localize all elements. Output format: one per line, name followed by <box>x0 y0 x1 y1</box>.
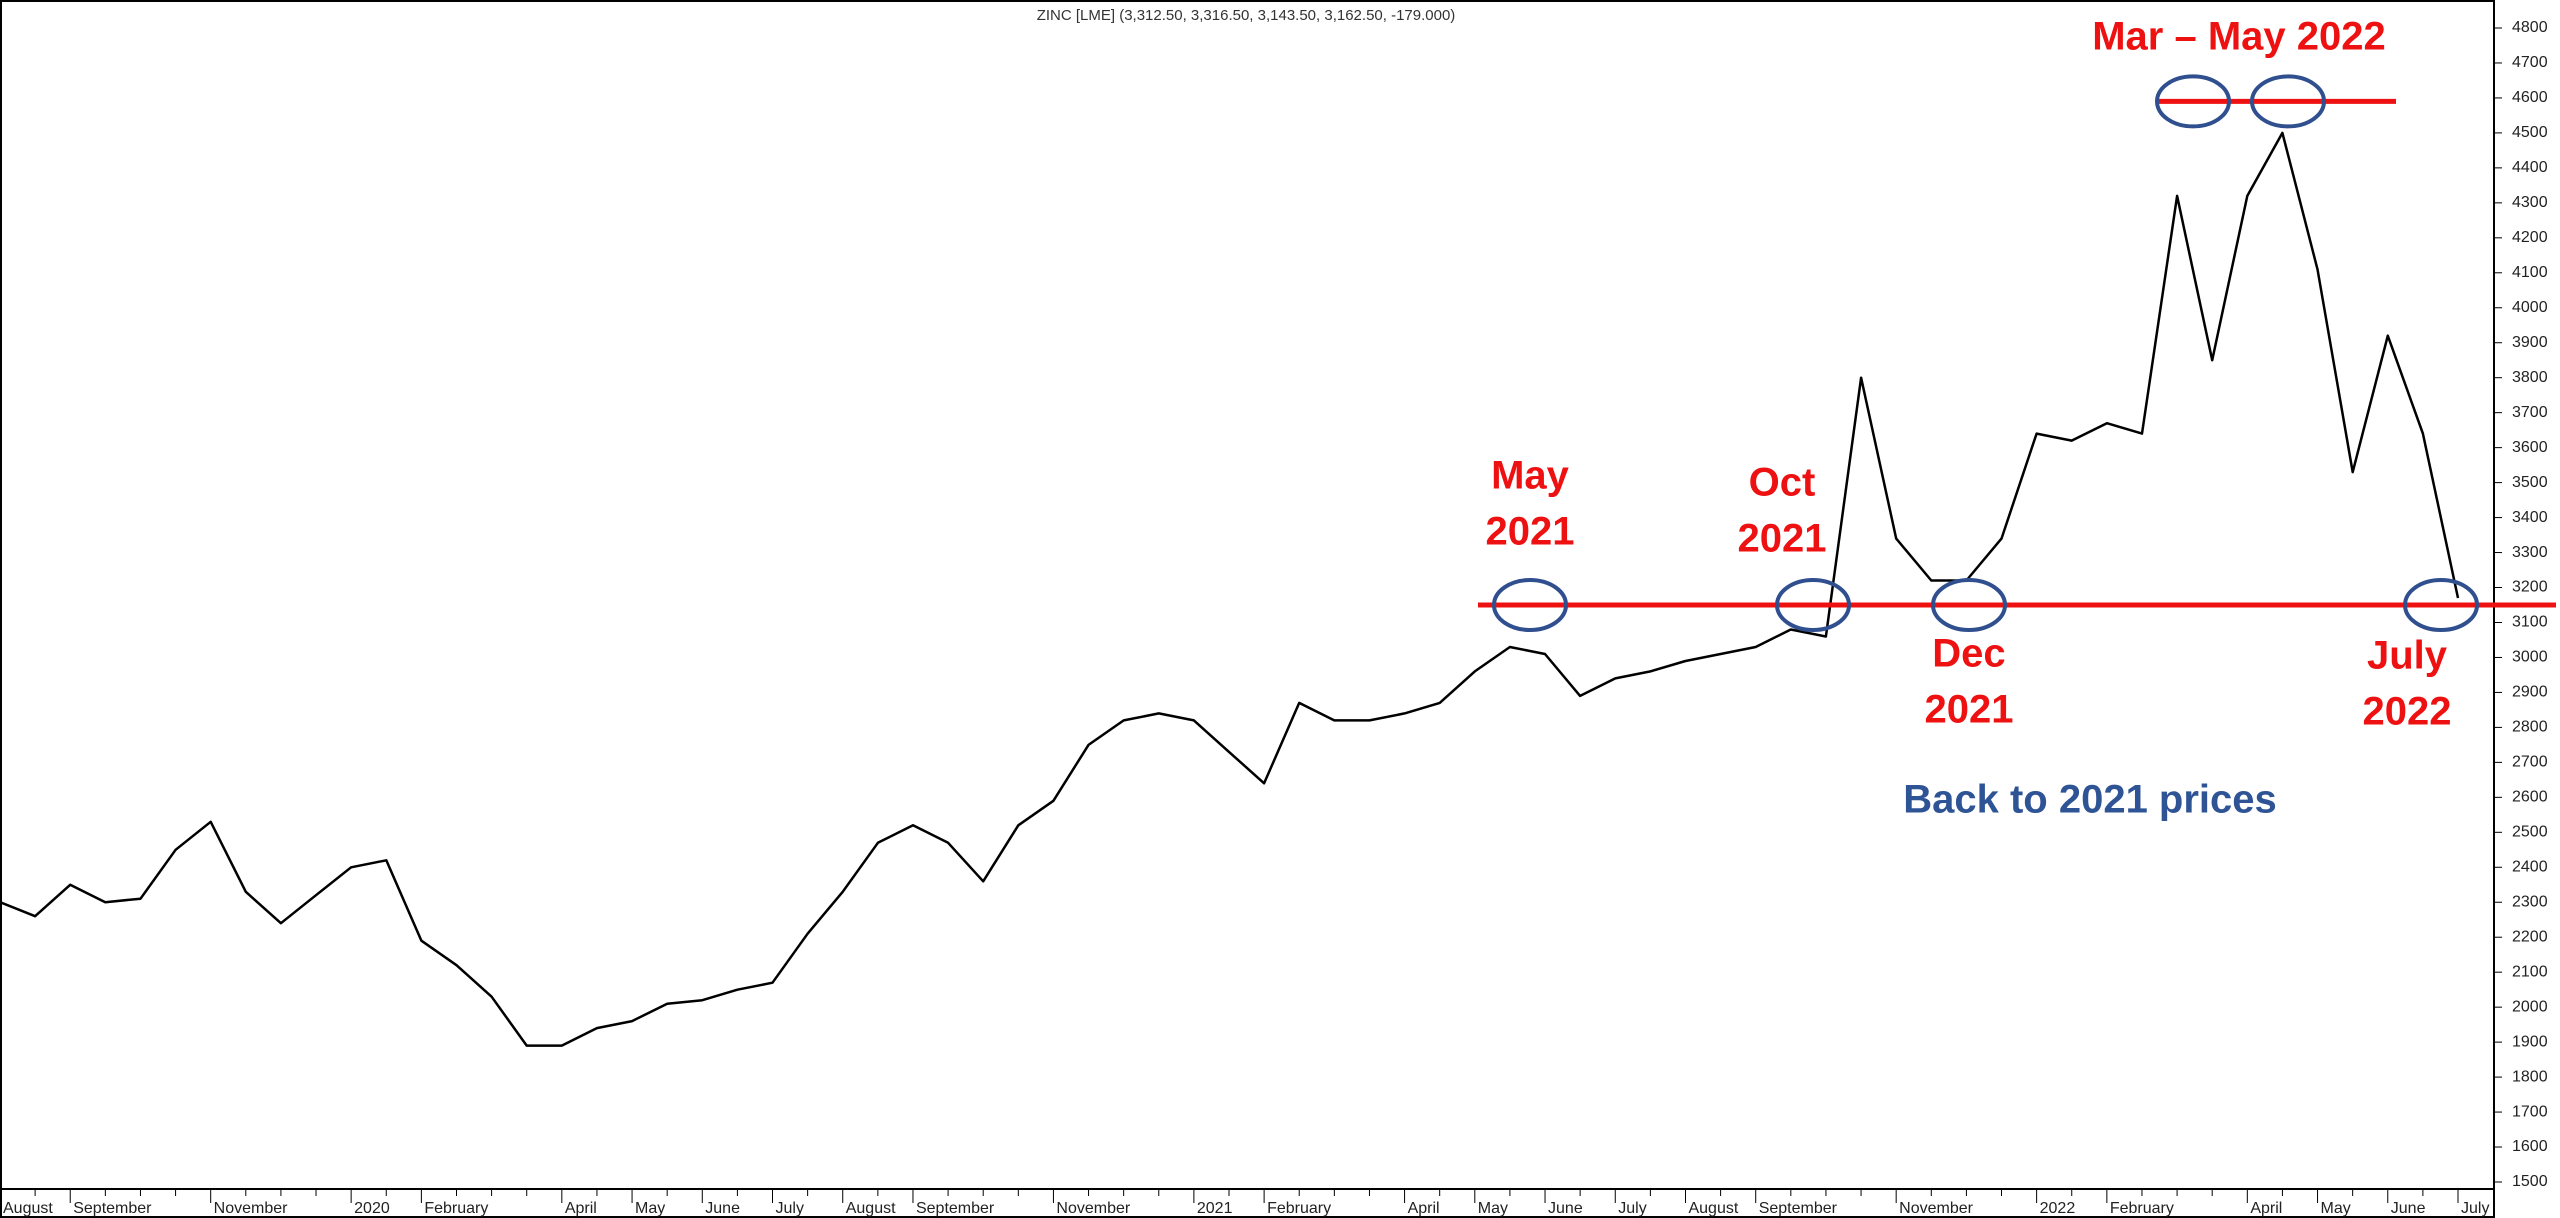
y-tick-label: 4000 <box>2512 299 2548 316</box>
x-tick-label: February <box>1267 1200 1331 1217</box>
y-tick-label: 1700 <box>2512 1103 2548 1120</box>
x-tick-label: July <box>1618 1200 1646 1217</box>
x-tick-label: November <box>1056 1200 1130 1217</box>
annotation: Back to 2021 prices <box>1903 778 2277 822</box>
x-tick-label: May <box>1478 1200 1508 1217</box>
x-tick-label: September <box>1759 1200 1838 1217</box>
y-tick-label: 4600 <box>2512 89 2548 106</box>
x-tick-label: April <box>2250 1200 2282 1217</box>
annotation: May <box>1491 454 1570 498</box>
y-tick-label: 2500 <box>2512 824 2548 841</box>
annotation: July <box>2367 634 2448 678</box>
x-tick-label: 2022 <box>2040 1200 2076 1217</box>
x-tick-label: June <box>2391 1200 2426 1217</box>
y-tick-label: 3500 <box>2512 474 2548 491</box>
date-axis-frame <box>0 1188 2495 1218</box>
annotation: 2021 <box>1486 510 1575 554</box>
y-tick-label: 1900 <box>2512 1033 2548 1050</box>
y-tick-label: 3200 <box>2512 579 2548 596</box>
y-tick-label: 3700 <box>2512 404 2548 421</box>
y-tick-label: 2700 <box>2512 754 2548 771</box>
y-tick-label: 3600 <box>2512 439 2548 456</box>
x-tick-label: February <box>424 1200 488 1217</box>
y-tick-label: 4400 <box>2512 159 2548 176</box>
x-tick-label: June <box>1548 1200 1583 1217</box>
highlight-circle <box>2403 578 2479 632</box>
highlight-circle <box>2155 74 2231 129</box>
annotation: 2021 <box>1925 688 2014 732</box>
x-tick-label: November <box>214 1200 288 1217</box>
annotation: Dec <box>1932 632 2005 676</box>
highlight-circle <box>1775 578 1851 632</box>
y-tick-label: 4300 <box>2512 194 2548 211</box>
y-tick-label: 4200 <box>2512 229 2548 246</box>
highlight-circle <box>1492 578 1568 632</box>
y-tick-label: 2000 <box>2512 998 2548 1015</box>
x-tick-label: 2021 <box>1197 1200 1233 1217</box>
x-tick-label: August <box>846 1200 896 1217</box>
annotation: Oct <box>1749 461 1816 505</box>
highlight-circle <box>2250 74 2326 129</box>
y-tick-label: 1500 <box>2512 1173 2548 1190</box>
annotation: 2021 <box>1738 517 1827 561</box>
x-tick-label: November <box>1899 1200 1973 1217</box>
annotation: 2022 <box>2363 690 2452 734</box>
y-tick-label: 3100 <box>2512 614 2548 631</box>
x-tick-label: April <box>565 1200 597 1217</box>
price-line <box>0 131 2460 1047</box>
x-tick-label: September <box>916 1200 995 1217</box>
y-tick-label: 4100 <box>2512 264 2548 281</box>
x-tick-label: April <box>1408 1200 1440 1217</box>
x-tick-label: August <box>3 1200 53 1217</box>
x-tick-label: July <box>776 1200 804 1217</box>
y-tick-label: 2100 <box>2512 963 2548 980</box>
x-tick-label: May <box>635 1200 665 1217</box>
x-tick-label: May <box>2321 1200 2351 1217</box>
y-tick-label: 3800 <box>2512 369 2548 386</box>
highlight-circle <box>1931 578 2007 632</box>
y-tick-label: 2400 <box>2512 858 2548 875</box>
x-tick-label: 2020 <box>354 1200 390 1217</box>
y-tick-label: 2300 <box>2512 893 2548 910</box>
x-tick-label: February <box>2110 1200 2174 1217</box>
x-tick-label: September <box>73 1200 152 1217</box>
y-tick-label: 2600 <box>2512 789 2548 806</box>
y-tick-label: 4800 <box>2512 19 2548 36</box>
y-tick-label: 2900 <box>2512 684 2548 701</box>
y-tick-label: 2200 <box>2512 928 2548 945</box>
y-tick-label: 3400 <box>2512 509 2548 526</box>
x-tick-label: June <box>705 1200 740 1217</box>
y-tick-label: 2800 <box>2512 719 2548 736</box>
y-tick-label: 4700 <box>2512 54 2548 71</box>
x-tick-label: July <box>2461 1200 2489 1217</box>
y-tick-label: 3300 <box>2512 544 2548 561</box>
x-tick-label: August <box>1688 1200 1738 1217</box>
y-tick-label: 3900 <box>2512 334 2548 351</box>
annotation: Mar – May 2022 <box>2092 15 2386 59</box>
y-tick-label: 1600 <box>2512 1138 2548 1155</box>
y-tick-label: 3000 <box>2512 649 2548 666</box>
y-tick-label: 1800 <box>2512 1068 2548 1085</box>
chart-title: ZINC [LME] (3,312.50, 3,316.50, 3,143.50… <box>1037 7 1456 24</box>
y-tick-label: 4500 <box>2512 124 2548 141</box>
